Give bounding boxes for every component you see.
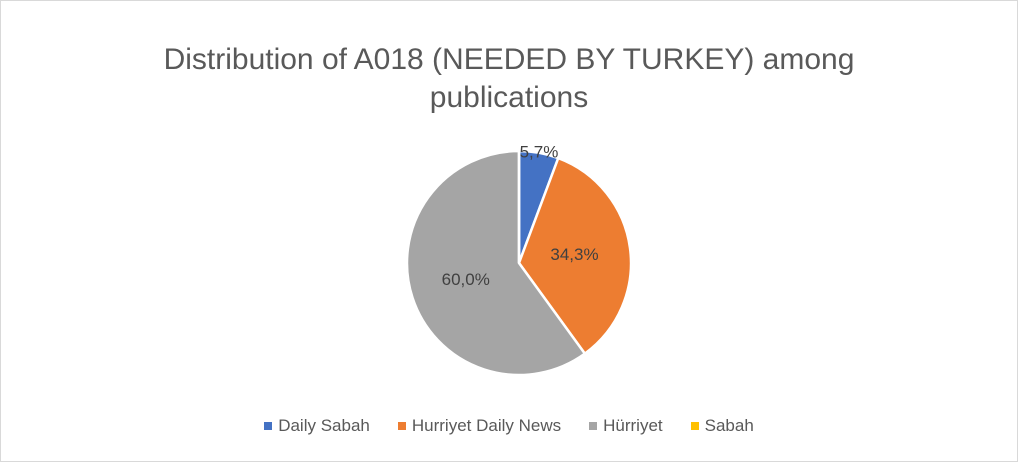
legend-swatch [690,422,699,430]
legend-label: Sabah [704,416,754,435]
legend-label: Hürriyet [603,416,663,435]
legend-swatch [589,422,598,430]
legend-swatch [397,422,406,430]
legend-item: Hürriyet [589,416,663,436]
chart-title: Distribution of A018 (NEEDED BY TURKEY) … [163,43,855,114]
pie-slice [517,156,633,356]
legend: Daily Sabah Hurriyet Daily News Hürriyet Sa… [1,416,1017,436]
data-label: 60,0% [442,270,490,289]
pie-slice [405,149,587,377]
legend-label: Daily Sabah [278,416,370,435]
legend-swatch [264,422,273,430]
data-label: 5,7% [520,142,559,161]
legend-label: Hurriyet Daily News [411,416,562,435]
data-label: 34,3% [550,245,598,264]
legend-item: Sabah [690,416,754,436]
legend-item: Hurriyet Daily News [397,416,562,436]
legend-item: Daily Sabah [264,416,370,436]
